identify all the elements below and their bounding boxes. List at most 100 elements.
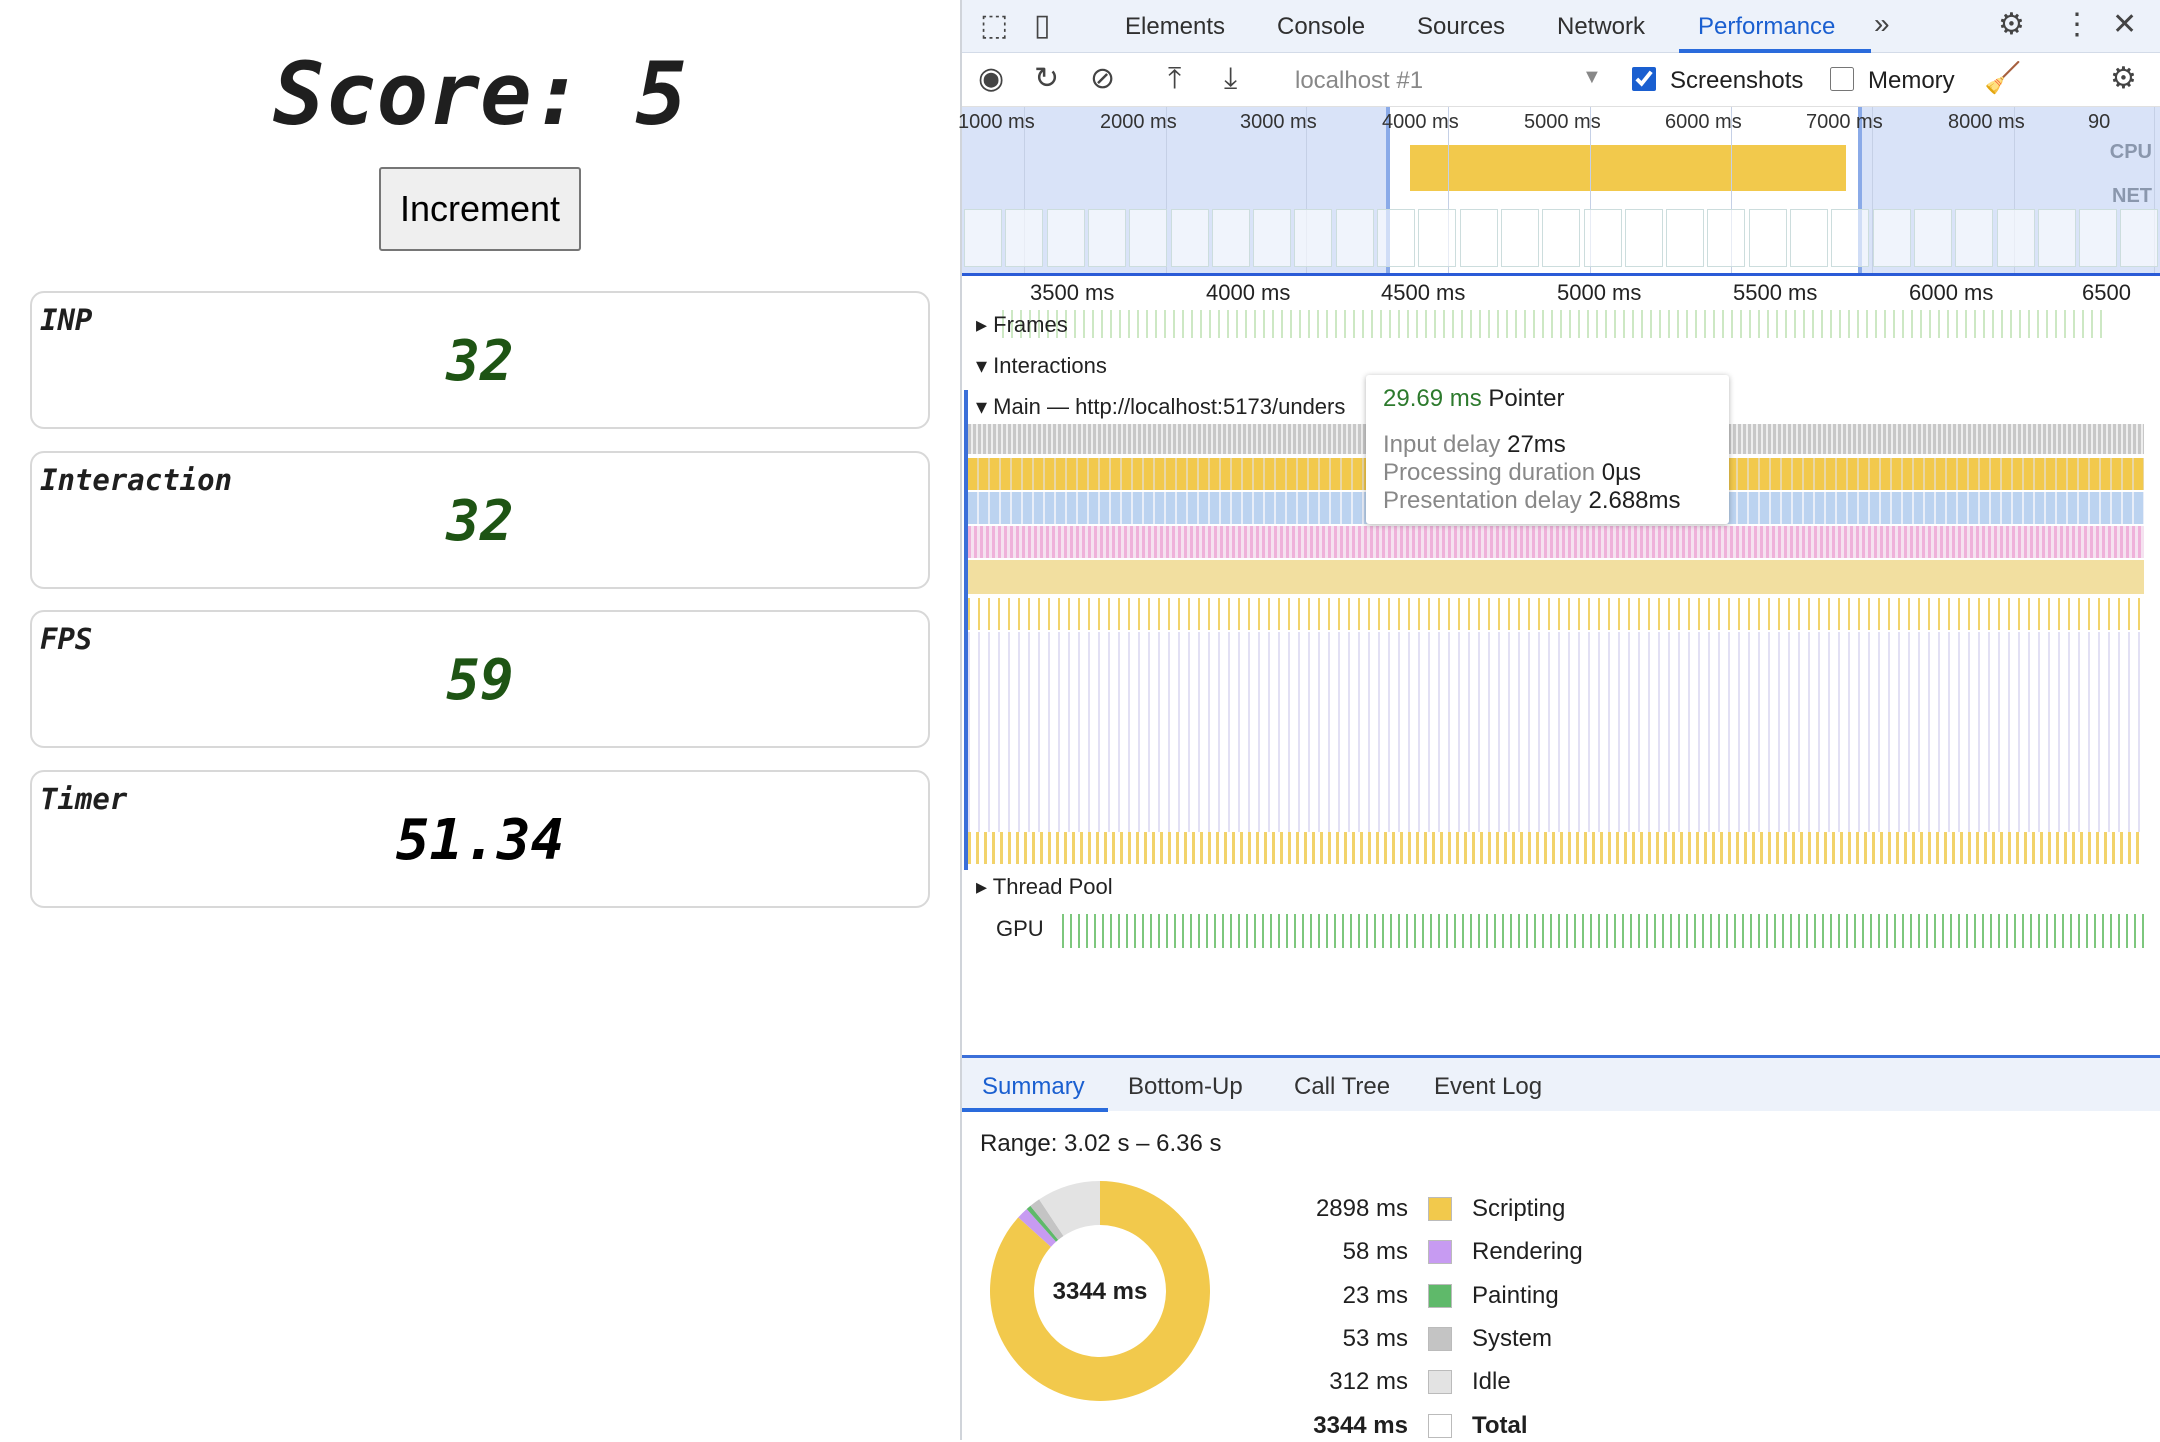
screenshot-thumbnail[interactable] — [1707, 209, 1746, 267]
download-icon[interactable]: ⤓ — [1224, 62, 1238, 95]
tooltip-value: 2.688ms — [1588, 487, 1681, 514]
tab-network[interactable]: Network — [1557, 13, 1646, 40]
capture-settings-icon[interactable]: ⚙ — [2110, 62, 2137, 95]
fps-card: FPS 59 — [30, 610, 930, 748]
record-icon[interactable]: ◉ — [978, 62, 1005, 95]
legend-swatch — [1428, 1370, 1452, 1395]
interactions-track[interactable]: ▾ Interactions — [976, 353, 1107, 378]
track-label: Frames — [993, 312, 1068, 337]
screenshot-thumbnail[interactable] — [1335, 209, 1374, 267]
legend-swatch — [1428, 1283, 1452, 1308]
overview-gridline — [1024, 107, 1025, 273]
screenshot-thumbnail[interactable] — [1418, 209, 1457, 267]
card-value: 32 — [446, 329, 514, 394]
devtools-tab-bar: ⬚ ▯ Elements Console Sources Network Per… — [962, 0, 2160, 53]
screenshot-thumbnail[interactable] — [1748, 209, 1787, 267]
active-tab-indicator — [1679, 49, 1871, 53]
legend-value: 2898 ms — [1315, 1195, 1408, 1222]
tab-call-tree[interactable]: Call Tree — [1294, 1073, 1391, 1100]
increment-button[interactable]: Increment — [379, 167, 581, 251]
active-tab-indicator — [962, 1108, 1108, 1112]
screenshot-thumbnail[interactable] — [1087, 209, 1126, 267]
timeline-overview[interactable]: 1000 ms 2000 ms 3000 ms 4000 ms 5000 ms 6000 … — [958, 107, 2160, 273]
flame-row — [968, 832, 2144, 864]
left-selection-handle[interactable] — [1386, 107, 1390, 273]
tab-bottom-up[interactable]: Bottom-Up — [1128, 1073, 1243, 1100]
more-options-icon[interactable]: ⋮ — [2062, 8, 2092, 41]
screenshot-thumbnail[interactable] — [1211, 209, 1250, 267]
tab-performance[interactable]: Performance — [1698, 13, 1836, 40]
cpu-label: CPU — [2109, 141, 2152, 163]
screenshot-thumbnail[interactable] — [1005, 209, 1044, 267]
right-selection-handle[interactable] — [1858, 107, 1862, 273]
screenshot-thumbnail[interactable] — [1170, 209, 1209, 267]
track-label: GPU — [996, 916, 1044, 941]
screenshot-thumbnail[interactable] — [1872, 209, 1911, 267]
screenshot-thumbnail[interactable] — [1666, 209, 1705, 267]
legend-label: Total — [1472, 1411, 1528, 1439]
tab-elements[interactable]: Elements — [1125, 13, 1226, 40]
more-tabs-icon[interactable]: » — [1874, 8, 1890, 39]
garbage-collect-icon[interactable]: 🧹 — [1984, 62, 2022, 95]
legend-swatch — [1428, 1197, 1452, 1221]
device-toolbar-icon[interactable]: ▯ — [1034, 9, 1051, 42]
dropdown-arrow-icon[interactable]: ▼ — [1582, 66, 1602, 88]
legend-label: System — [1472, 1324, 1553, 1352]
close-icon[interactable]: ✕ — [2112, 8, 2138, 41]
overview-tick: 90 — [2088, 111, 2111, 133]
screenshot-thumbnail[interactable] — [1790, 209, 1828, 267]
track-label: Thread Pool — [992, 874, 1113, 899]
inspect-element-icon[interactable]: ⬚ — [980, 9, 1009, 42]
clear-icon[interactable]: ⊘ — [1090, 62, 1116, 95]
upload-icon[interactable]: ⤒ — [1168, 62, 1182, 95]
card-label: FPS — [40, 622, 93, 656]
screenshot-thumbnail[interactable] — [1377, 209, 1415, 267]
target-select[interactable]: localhost #1 — [1295, 67, 1424, 94]
overview-gridline — [1731, 107, 1732, 273]
tab-summary[interactable]: Summary — [982, 1073, 1085, 1100]
screenshot-thumbnail[interactable] — [1542, 209, 1581, 267]
performance-toolbar: ◉ ↻ ⊘ ⤒ ⤓ localhost #1 ▼ Screenshots Mem… — [962, 53, 2160, 107]
screenshot-thumbnail[interactable] — [1459, 209, 1498, 267]
screenshot-thumbnail[interactable] — [1253, 209, 1292, 267]
summary-donut-chart — [990, 1181, 1210, 1401]
score-title: Score: 5 — [272, 45, 688, 145]
screenshot-thumbnail[interactable] — [1583, 209, 1622, 267]
reload-record-icon[interactable]: ↻ — [1034, 62, 1060, 95]
gpu-track[interactable]: GPU — [976, 916, 1048, 942]
screenshot-thumbnail[interactable] — [1913, 209, 1952, 267]
thread-pool-track[interactable]: ▸ Thread Pool — [976, 874, 1113, 899]
ruler-tick: 6000 ms — [1909, 280, 1994, 305]
screenshot-thumbnail[interactable] — [964, 209, 1002, 267]
screenshot-thumbnail[interactable] — [1129, 209, 1168, 267]
legend-value: 3344 ms — [1313, 1411, 1408, 1439]
screenshot-thumbnail[interactable] — [1996, 209, 2035, 267]
screenshot-thumbnail[interactable] — [2120, 209, 2159, 267]
screenshots-checkbox[interactable] — [1632, 67, 1656, 91]
screenshot-thumbnail[interactable] — [1624, 209, 1663, 267]
card-label: INP — [40, 303, 93, 337]
memory-checkbox[interactable] — [1830, 67, 1854, 91]
screenshot-thumbnail[interactable] — [2037, 209, 2076, 267]
ruler-tick: 5000 ms — [1557, 280, 1642, 305]
donut-total: 3344 ms — [1052, 1278, 1148, 1305]
legend-value: 53 ms — [1342, 1324, 1408, 1352]
tab-console[interactable]: Console — [1277, 13, 1366, 40]
tab-sources[interactable]: Sources — [1417, 13, 1506, 40]
devtools-panel: ⬚ ▯ Elements Console Sources Network Per… — [958, 0, 2160, 1440]
frames-track[interactable]: ▸ Frames — [976, 312, 1068, 337]
screenshot-thumbnail[interactable] — [2079, 209, 2118, 267]
tab-event-log[interactable]: Event Log — [1434, 1073, 1543, 1100]
screenshot-thumbnail[interactable] — [1955, 209, 1994, 267]
screenshot-thumbnail[interactable] — [1046, 209, 1085, 267]
card-label: Interaction — [40, 463, 233, 497]
screenshot-thumbnail[interactable] — [1294, 209, 1333, 267]
card-value: 51.34 — [395, 808, 565, 873]
main-track[interactable]: ▾ Main — http://localhost:5173/unders — [976, 394, 1346, 419]
donut-slice-system — [1030, 1199, 1064, 1240]
overview-gridline — [1872, 107, 1873, 273]
screenshot-thumbnail[interactable] — [1831, 209, 1870, 267]
screenshot-thumbnail[interactable] — [1500, 209, 1539, 267]
gpu-track-bars — [1062, 914, 2144, 948]
settings-icon[interactable]: ⚙ — [1998, 8, 2025, 41]
